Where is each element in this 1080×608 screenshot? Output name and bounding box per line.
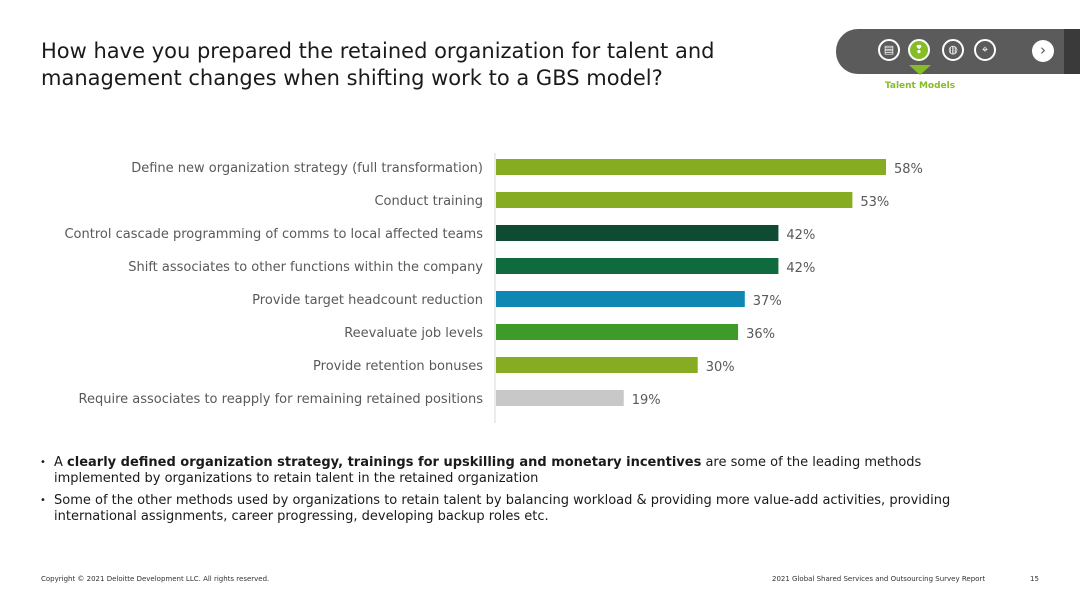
active-section-caret (909, 65, 931, 75)
data-label: 19% (632, 393, 661, 408)
section-nav: ▤ ❢ ◍ ⌖ › (836, 29, 1080, 74)
page-title: How have you prepared the retained organ… (41, 39, 715, 90)
report-name: 2021 Global Shared Services and Outsourc… (772, 575, 986, 583)
data-label: 37% (753, 294, 782, 309)
bar (496, 291, 745, 307)
bar (496, 357, 698, 373)
copyright: Copyright © 2021 Deloitte Development LL… (41, 575, 270, 583)
globe-icon[interactable]: ◍ (942, 39, 964, 61)
bar-chart: Define new organization strategy (full t… (64, 153, 923, 423)
bar (496, 192, 853, 208)
telescope-icon[interactable]: ⌖ (974, 39, 996, 61)
category-label: Shift associates to other functions with… (128, 260, 483, 275)
category-label: Provide target headcount reduction (252, 293, 483, 308)
footprints-icon[interactable]: ❢ (908, 39, 930, 61)
bar (496, 324, 739, 340)
bar (496, 390, 624, 406)
clipboard-icon[interactable]: ▤ (878, 39, 900, 61)
bar (496, 225, 779, 241)
bar (496, 159, 886, 175)
section-caption: Talent Models (884, 81, 956, 91)
category-label: Require associates to reapply for remain… (79, 392, 484, 407)
next-arrow-icon[interactable]: › (1032, 40, 1054, 62)
data-label: 53% (860, 195, 889, 210)
nav-edge (1064, 29, 1080, 74)
bullet-item: A clearly defined organization strategy,… (38, 455, 978, 487)
page-number: 15 (1030, 575, 1039, 583)
category-label: Define new organization strategy (full t… (131, 161, 483, 176)
category-label: Reevaluate job levels (344, 326, 483, 341)
bullet-item: Some of the other methods used by organi… (38, 493, 978, 525)
category-label: Conduct training (374, 194, 483, 209)
bar (496, 258, 779, 274)
data-label: 42% (786, 261, 815, 276)
category-label: Provide retention bonuses (313, 359, 483, 374)
category-label: Control cascade programming of comms to … (64, 227, 483, 242)
bullet-emphasis: clearly defined organization strategy, t… (67, 455, 702, 470)
bullet-list: A clearly defined organization strategy,… (38, 455, 978, 531)
data-label: 58% (894, 162, 923, 177)
data-label: 36% (746, 327, 775, 342)
data-label: 42% (786, 228, 815, 243)
data-label: 30% (706, 360, 735, 375)
